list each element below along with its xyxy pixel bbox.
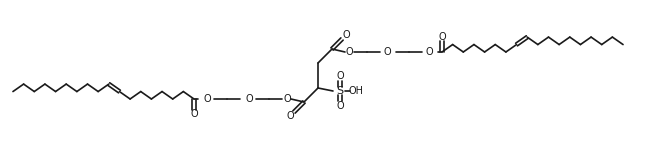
Text: O: O bbox=[383, 47, 391, 57]
Text: O: O bbox=[336, 101, 344, 111]
Text: O: O bbox=[286, 111, 294, 121]
Text: OH: OH bbox=[348, 86, 364, 96]
Text: O: O bbox=[345, 47, 353, 57]
Text: O: O bbox=[438, 32, 446, 42]
Text: O: O bbox=[336, 71, 344, 81]
Text: O: O bbox=[283, 94, 291, 104]
Text: O: O bbox=[190, 109, 198, 119]
Text: S: S bbox=[336, 86, 344, 96]
Text: O: O bbox=[245, 94, 253, 104]
Text: O: O bbox=[425, 47, 433, 57]
Text: O: O bbox=[203, 94, 211, 104]
Text: O: O bbox=[342, 30, 350, 40]
